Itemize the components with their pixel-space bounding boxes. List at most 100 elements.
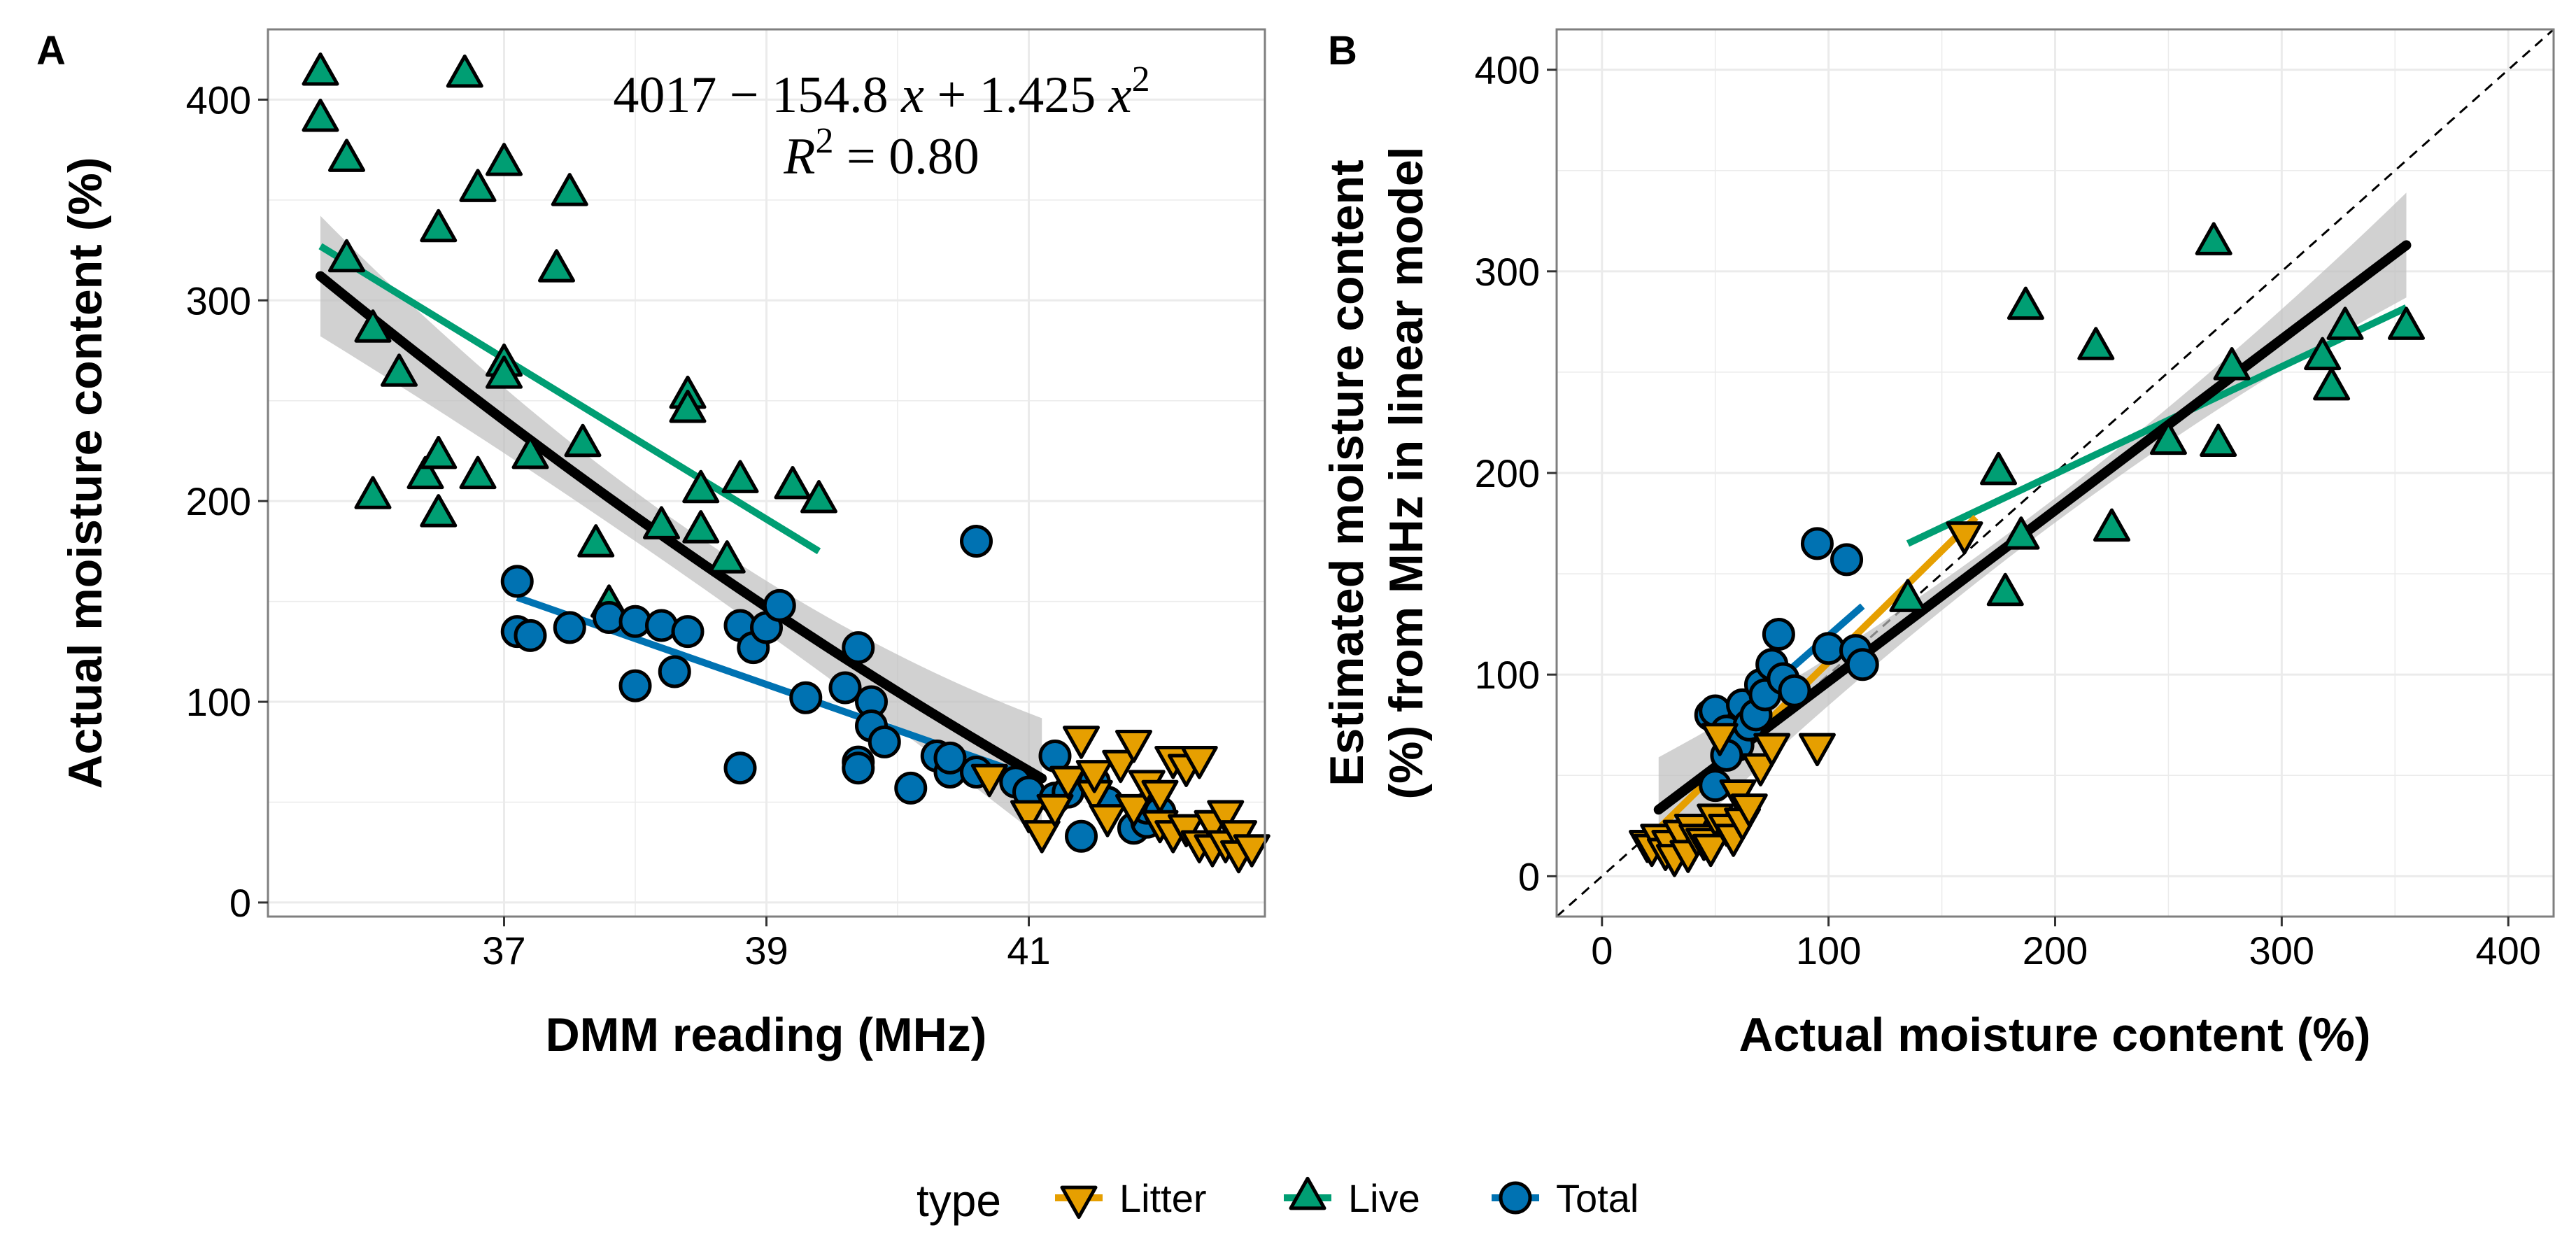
equation-part-2: x [900, 66, 924, 124]
svg-text:R2 = 0.80: R2 = 0.80 [783, 121, 979, 185]
panel-a-point-live [708, 540, 746, 574]
panel-b-point-live [1986, 572, 2024, 607]
panel-b-ylabel-line2: (%) from MHz in linear model [1380, 146, 1433, 799]
panel-b-ytick-label: 0 [1518, 854, 1540, 898]
panel-a-point-litter [1207, 800, 1245, 833]
panel-a-point-litter [1010, 800, 1047, 833]
panel-a-ticks: 37 39 41 0 100 200 300 400 [186, 78, 1051, 973]
panel-a-point-litter [1089, 804, 1126, 837]
panel-a-xtick-label: 41 [1007, 928, 1050, 973]
panel-b-points [1629, 222, 2425, 877]
panel-a-point-live [459, 169, 497, 202]
panel-b-point-live [2002, 516, 2040, 550]
panel-a-point-total [553, 611, 586, 644]
legend-swatch-marker-litter [1060, 1185, 1098, 1220]
panel-a-point-live [669, 389, 707, 423]
panel-b-point-live [2304, 337, 2342, 371]
panel-b-point-total [1778, 674, 1811, 707]
panel-a-point-total [842, 751, 875, 785]
panel-a-point-live [511, 435, 549, 469]
panel-b-point-total [1800, 527, 1834, 560]
equation-part-3: + 1.425 [924, 66, 1109, 124]
panel-a-letter: A [36, 28, 66, 73]
panel-a-point-total [671, 615, 705, 649]
panel-a-point-live [406, 455, 444, 490]
r-squared-value: = 0.80 [833, 128, 979, 185]
panel-a-point-litter [1141, 779, 1179, 814]
panel-a-point-total [894, 771, 928, 805]
r-squared-exponent: 2 [815, 121, 833, 161]
panel-a-point-live [486, 143, 523, 176]
panel-a-point-litter [1063, 726, 1100, 759]
panel-b-point-litter [1701, 723, 1739, 756]
legend-label-total: Total [1556, 1176, 1639, 1220]
legend-swatch-marker-live [1289, 1176, 1326, 1210]
panel-b-fit-live [1906, 304, 2408, 547]
panel-b-ticks: 0 100 200 300 400 0 100 200 300 400 [1475, 48, 2541, 973]
panel-b-xtick-label: 100 [1796, 928, 1861, 973]
panel-a-point-total [933, 741, 967, 775]
panel-b-point-live [2093, 508, 2130, 542]
panel-a-point-litter [1180, 745, 1218, 779]
panel-b-point-live [2200, 423, 2237, 458]
panel-b-xtick-label: 300 [2249, 928, 2314, 973]
panel-a-point-live [800, 480, 837, 514]
panel-a-fit-live [318, 243, 821, 555]
panel-b-xtick-label: 200 [2023, 928, 2088, 973]
panel-a-ytick-label: 0 [229, 881, 251, 925]
panel-a-point-live [577, 524, 615, 558]
panel-b-ytick-label: 300 [1475, 250, 1540, 294]
legend-title: type [917, 1175, 1001, 1226]
panel-a-equation: 4017 − 154.8 x + 1.425 x 2 R2 = 0.80 [613, 59, 1149, 185]
panel-a-point-live [682, 469, 720, 504]
panel-a-point-total [500, 565, 534, 598]
panel-a-points [302, 52, 1271, 874]
panel-a-ylabel: Actual moisture content (%) [59, 157, 112, 789]
panel-b-point-litter [1692, 833, 1729, 868]
panel-a-point-live [302, 52, 339, 86]
panel-a-point-live [551, 173, 588, 206]
panel-b-ylabel-line1: Estimated moisture content [1320, 160, 1373, 786]
panel-a-point-live [420, 494, 458, 528]
panel-a-point-live [381, 353, 418, 387]
panel-a-ytick-label: 200 [186, 479, 251, 523]
equation-part-1: 4017 − 154.8 [613, 66, 901, 124]
panel-a-point-live [459, 455, 497, 490]
panel-a-point-live [328, 239, 365, 273]
panel-a-point-total [789, 681, 823, 714]
panel-a-overall-fit [316, 271, 1047, 784]
panel-a-point-total [618, 669, 652, 702]
panel-b-xtick-label: 400 [2476, 928, 2541, 973]
panel-a-xlabel: DMM reading (MHz) [546, 1008, 987, 1061]
panel-b-point-total [1830, 543, 1864, 577]
panel-a-point-total [723, 751, 757, 785]
panel-b-point-live [2195, 222, 2232, 255]
legend-label-live: Live [1348, 1176, 1420, 1220]
panel-a-xtick-label: 39 [744, 928, 788, 973]
panel-b-point-litter [1753, 733, 1791, 767]
panel-b-point-live [2149, 421, 2187, 455]
panel-a-point-live [302, 98, 339, 132]
panel-a-band-area [320, 215, 1042, 839]
panel-b-point-total [1846, 648, 1879, 681]
panel-a-point-total [828, 671, 862, 705]
panel-a-point-total [763, 588, 796, 622]
panel-a-point-total [593, 601, 625, 635]
panel-b-point-litter [1946, 521, 1983, 555]
panel-a-point-live [354, 476, 392, 509]
panel-b-point-live [2313, 367, 2351, 401]
panel-a-point-live [538, 249, 575, 283]
panel-a-point-live [643, 506, 680, 539]
panel-b-point-litter [1730, 793, 1768, 827]
equation-part-4: x [1108, 66, 1132, 124]
panel-b-point-total [1762, 618, 1795, 651]
panel-a-point-live [721, 460, 759, 493]
panel-a-ytick-label: 400 [186, 78, 251, 122]
panel-a-point-live [682, 510, 720, 544]
panel-a-point-litter [1102, 749, 1140, 784]
panel-b-point-live [1889, 579, 1927, 612]
panel-a-confidence-band [320, 215, 1042, 839]
panel-a-point-live [354, 309, 392, 343]
panel-a-point-litter [970, 763, 1008, 798]
